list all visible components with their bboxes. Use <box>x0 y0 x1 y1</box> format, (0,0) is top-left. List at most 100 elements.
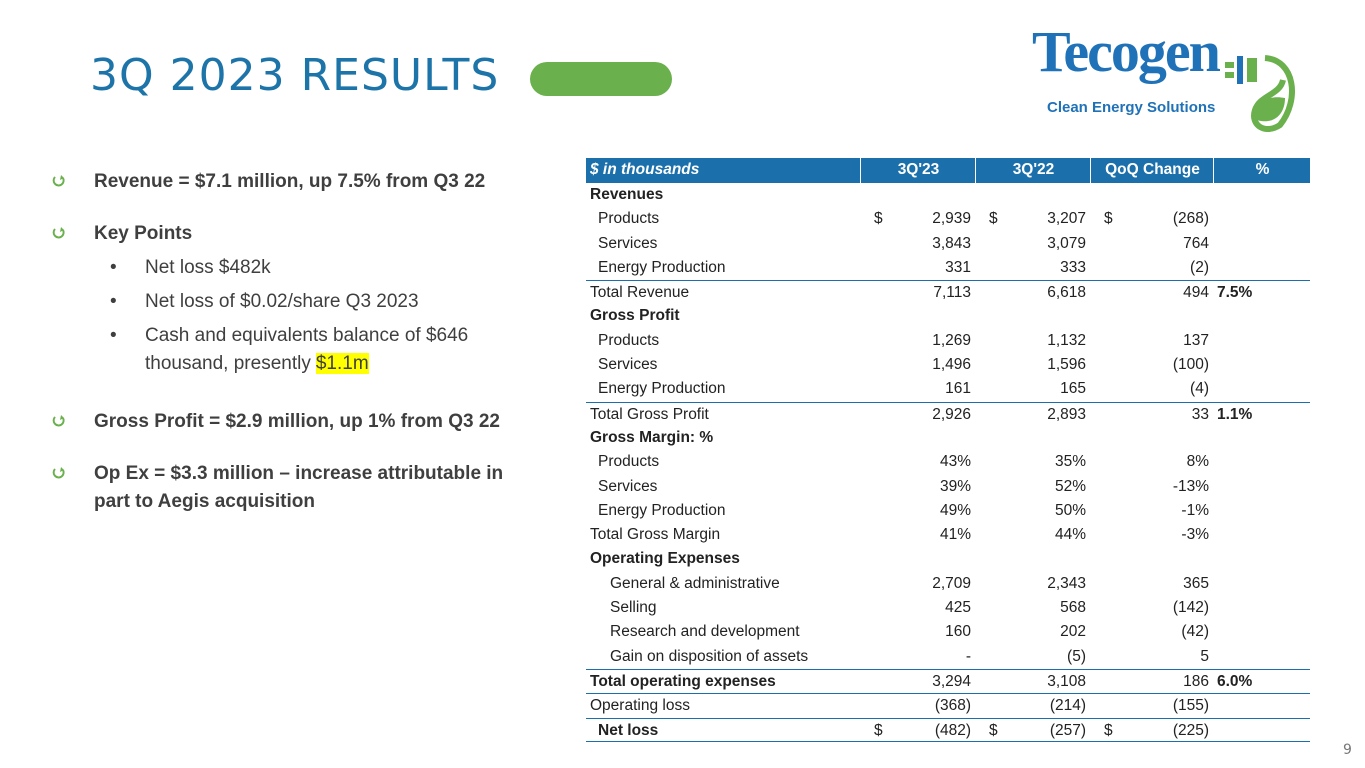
row-label: Energy Production <box>598 501 726 519</box>
logo-name: Tecogen <box>1032 19 1221 84</box>
value-cell: -13% <box>1172 477 1209 495</box>
value-cell: 1,496 <box>932 356 971 374</box>
row-label: Products <box>598 331 660 349</box>
table-row: Operating Expenses <box>586 547 1310 571</box>
value-cell: 331 <box>945 258 971 276</box>
value-cell: 49% <box>939 501 971 519</box>
value-cell: 202 <box>1060 623 1086 641</box>
value-cell: 333 <box>1060 258 1086 276</box>
value-cell: 425 <box>945 599 971 617</box>
table-row: Research and development 160 202 (42) <box>586 620 1310 644</box>
row-label: Total Gross Margin <box>590 526 721 544</box>
table-row: Total Revenue 7,113 6,618 494 7.5% <box>586 280 1310 304</box>
value-cell: 2,709 <box>932 574 971 592</box>
bullet: Op Ex = $3.3 million – increase attribut… <box>52 460 532 516</box>
value-cell: 2,893 <box>1047 405 1086 423</box>
table-row: Services 1,496 1,596 (100) <box>586 353 1310 377</box>
value-cell: 186 <box>1183 672 1209 690</box>
value-cell: 2,939 $ <box>860 207 971 231</box>
value-cell: 7,113 <box>933 284 971 302</box>
value-cell: (268) $ <box>1090 207 1209 231</box>
financial-table: $ in thousands 3Q'23 3Q'22 QoQ Change% Reven… <box>586 158 1310 742</box>
table-row: Total Gross Margin 41% 44% -3% <box>586 523 1310 547</box>
value-cell: (42) <box>1181 623 1209 641</box>
header-cell: 3Q'22 <box>975 158 1091 183</box>
value-cell: 52% <box>1054 477 1086 495</box>
bullet-icon <box>52 227 65 239</box>
table-row: General & administrative 2,709 2,343 365 <box>586 572 1310 596</box>
sub-bullet-text: Net loss $482k <box>145 257 271 278</box>
header-cell: 3Q'23 <box>860 158 976 183</box>
value-cell: 5 <box>1200 647 1209 665</box>
value-cell: 35% <box>1054 453 1086 471</box>
value-cell: 3,079 <box>1047 234 1086 252</box>
header-cell: QoQ Change <box>1090 158 1214 183</box>
sub-bullet-text: Net loss of $0.02/share Q3 2023 <box>145 291 419 312</box>
row-label: Services <box>598 477 658 495</box>
percent-cell: 7.5% <box>1217 284 1253 302</box>
value-cell: 50% <box>1054 501 1086 519</box>
value-cell: (214) <box>1049 697 1086 715</box>
table-row: Operating loss (368) (214) (155) <box>586 693 1310 717</box>
row-label: Operating loss <box>590 697 690 715</box>
table-row: Products 1,269 1,132 137 <box>586 329 1310 353</box>
value-cell: - <box>965 647 971 665</box>
value-cell: 41% <box>939 526 971 544</box>
currency-sign: $ <box>989 210 998 228</box>
value-cell: 137 <box>1183 331 1209 349</box>
value-cell: 1,269 <box>932 331 971 349</box>
sub-bullet-text: Cash and equivalents balance of $646 tho… <box>145 325 469 374</box>
table-row: Gross Margin: % <box>586 426 1310 450</box>
logo-icon <box>1225 55 1295 132</box>
value-cell: 43% <box>939 453 971 471</box>
value-cell: 2,343 <box>1047 574 1086 592</box>
value-cell: 3,108 <box>1047 672 1086 690</box>
row-label: Revenues <box>590 186 664 203</box>
sub-bullet: • Net loss of $0.02/share Q3 2023 <box>94 288 532 316</box>
value-cell: (155) <box>1172 697 1209 715</box>
table-header: $ in thousands 3Q'23 3Q'22 QoQ Change% <box>586 158 1310 183</box>
value-cell: (225) $ <box>1090 719 1209 741</box>
row-label: Gross Margin: % <box>590 428 714 446</box>
value-cell: (2) <box>1190 258 1209 276</box>
value-cell: -3% <box>1181 526 1209 544</box>
value-cell: 6,618 <box>1047 284 1086 302</box>
value-cell: 165 <box>1060 380 1086 398</box>
row-label: Selling <box>610 599 657 617</box>
value-cell: (142) <box>1172 599 1209 617</box>
table-row: Total Gross Profit 2,926 2,893 33 1.1% <box>586 401 1310 426</box>
header-cell: $ in thousands <box>590 161 700 178</box>
table-row: Selling 425 568 (142) <box>586 596 1310 620</box>
row-label: Operating Expenses <box>590 550 740 568</box>
bullet-icon <box>52 467 65 479</box>
table-row: Net loss (482) $ (257) $ (225) $ <box>586 717 1310 742</box>
value-cell: 3,207 $ <box>975 207 1086 231</box>
value-cell: 2,926 <box>932 405 971 423</box>
bullet-text: Gross Profit = $2.9 million, up 1% from … <box>94 411 500 432</box>
table-row: Products 43% 35% 8% <box>586 450 1310 474</box>
table-row: Energy Production 161 165 (4) <box>586 377 1310 401</box>
logo-tagline: Clean Energy Solutions <box>1047 99 1216 116</box>
row-label: Total operating expenses <box>590 672 776 690</box>
bullet-text: Op Ex = $3.3 million – increase attribut… <box>94 463 504 512</box>
sub-bullet: • Cash and equivalents balance of $646 th… <box>94 322 532 378</box>
value-cell: (100) <box>1172 356 1209 374</box>
row-label: Research and development <box>610 623 800 641</box>
row-label: Energy Production <box>598 380 726 398</box>
bullet-icon <box>52 175 65 187</box>
bullet-icon <box>52 415 65 427</box>
bullet: Key Points • Net loss $482k • Net loss of $0… <box>52 220 532 378</box>
value-cell: -1% <box>1181 501 1209 519</box>
sub-bullet-dot: • <box>110 257 117 278</box>
bullet-list: Revenue = $7.1 million, up 7.5% from Q3 … <box>52 168 532 516</box>
row-label: Services <box>598 234 658 252</box>
table-row: Revenues <box>586 183 1310 207</box>
accent-pill <box>530 62 672 96</box>
sub-bullet-dot: • <box>110 291 117 312</box>
table-row: Total operating expenses 3,294 3,108 186 6.0… <box>586 668 1310 693</box>
currency-sign: $ <box>1104 210 1113 228</box>
row-label: General & administrative <box>610 574 780 592</box>
row-label: Products <box>598 453 660 471</box>
